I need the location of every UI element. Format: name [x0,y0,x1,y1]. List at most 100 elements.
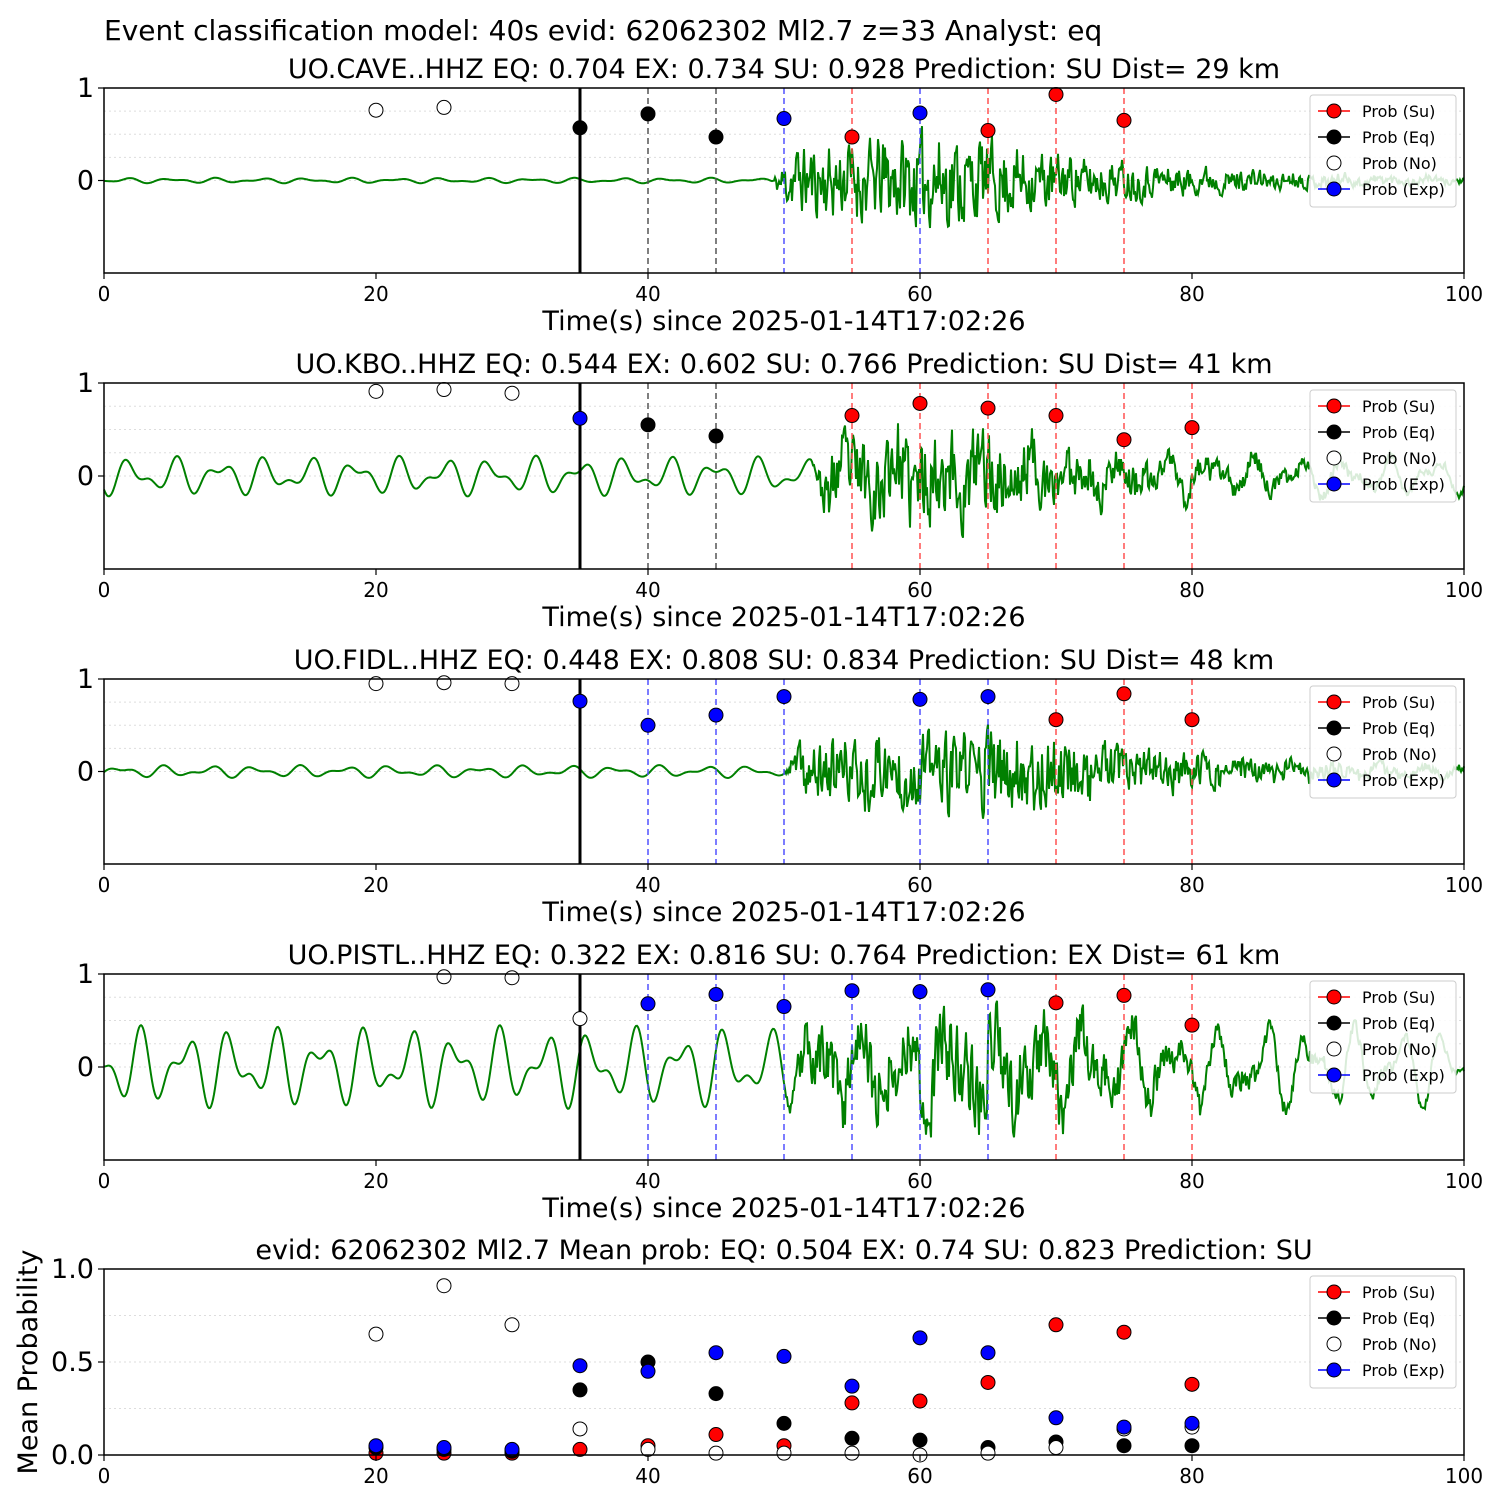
legend-marker-eq [1326,424,1342,440]
mean-prob-point-exp [1048,1410,1064,1426]
panel-3: UO.FIDL..HHZ EQ: 0.448 EX: 0.808 SU: 0.8… [77,645,1483,928]
mean-prob-point-su [912,1393,928,1409]
legend-label-exp: Prob (Exp) [1362,1361,1445,1380]
prob-point-exp [776,689,792,705]
prob-point-no [368,676,384,692]
prob-point-su [1048,995,1064,1011]
x-tick-label: 20 [363,1169,388,1193]
panel-title: UO.PISTL..HHZ EQ: 0.322 EX: 0.816 SU: 0.… [288,940,1281,971]
prob-point-eq [640,106,656,122]
prob-point-exp [980,689,996,705]
panel-5: evid: 62062302 Ml2.7 Mean prob: EQ: 0.50… [13,1235,1483,1488]
panel-title: UO.CAVE..HHZ EQ: 0.704 EX: 0.734 SU: 0.9… [288,54,1280,85]
prob-point-no [436,675,452,691]
x-tick-label: 80 [1179,282,1204,306]
figure-title: Event classification model: 40s evid: 62… [104,14,1102,47]
legend-label-eq: Prob (Eq) [1362,1309,1435,1328]
mean-prob-point-exp [368,1438,384,1454]
prob-point-eq [708,129,724,145]
mean-prob-point-no [504,1317,520,1333]
prob-point-exp [572,410,588,426]
x-tick-label: 0 [98,1169,111,1193]
mean-prob-point-exp [640,1363,656,1379]
legend-label-eq: Prob (Eq) [1362,423,1435,442]
x-tick-label: 100 [1445,578,1483,602]
prob-point-no [368,102,384,118]
x-tick-label: 60 [907,282,932,306]
prob-point-su [1116,987,1132,1003]
prob-point-no [436,99,452,115]
legend-marker-no [1326,1336,1342,1352]
legend-box [1309,389,1457,503]
y-tick-label: 1 [77,959,94,990]
mean-prob-point-no [436,1278,452,1294]
prob-point-exp [844,983,860,999]
x-tick-label: 80 [1179,873,1204,897]
legend-label-eq: Prob (Eq) [1362,128,1435,147]
legend-label-no: Prob (No) [1362,1040,1437,1059]
x-axis-label: Time(s) since 2025-01-14T17:02:26 [541,1193,1025,1224]
mean-prob-point-su [980,1374,996,1390]
prob-point-exp [640,996,656,1012]
x-tick-label: 80 [1179,1169,1204,1193]
x-tick-label: 40 [635,282,660,306]
prob-point-su [1048,712,1064,728]
mean-prob-point-exp [776,1348,792,1364]
y-tick-label: 0.5 [51,1347,94,1378]
mean-prob-point-eq [844,1430,860,1446]
prob-point-su [980,123,996,139]
legend-box [1309,980,1457,1094]
mean-prob-point-exp [980,1345,996,1361]
mean-prob-point-su [1184,1376,1200,1392]
prob-point-eq [708,428,724,444]
x-tick-label: 0 [98,578,111,602]
prob-point-exp [980,982,996,998]
prob-point-exp [572,693,588,709]
legend-label-exp: Prob (Exp) [1362,475,1445,494]
x-tick-label: 100 [1445,282,1483,306]
prob-point-exp [912,105,928,121]
prob-point-su [1048,86,1064,102]
legend-marker-eq [1326,1015,1342,1031]
legend-label-no: Prob (No) [1362,745,1437,764]
legend-marker-eq [1326,720,1342,736]
y-tick-label: 0 [77,461,94,492]
prob-point-su [1184,420,1200,436]
mean-prob-point-no [844,1445,860,1461]
mean-prob-point-su [844,1395,860,1411]
x-tick-label: 20 [363,282,388,306]
x-tick-label: 0 [98,282,111,306]
prob-point-no [504,385,520,401]
prob-point-su [912,395,928,411]
panel-title: UO.FIDL..HHZ EQ: 0.448 EX: 0.808 SU: 0.8… [294,645,1274,676]
panel-title: evid: 62062302 Ml2.7 Mean prob: EQ: 0.50… [255,1235,1312,1266]
legend-box [1309,94,1457,208]
x-tick-label: 0 [98,873,111,897]
prob-point-exp [776,999,792,1015]
mean-prob-point-no [368,1326,384,1342]
legend-label-no: Prob (No) [1362,154,1437,173]
prob-point-no [504,676,520,692]
legend-marker-su [1326,694,1342,710]
mean-prob-point-no [572,1421,588,1437]
legend-marker-su [1326,1284,1342,1300]
mean-prob-point-eq [1116,1438,1132,1454]
x-tick-label: 60 [907,1169,932,1193]
legend-marker-eq [1326,1310,1342,1326]
y-tick-label: 1 [77,664,94,695]
y-tick-label: 0 [77,1052,94,1083]
x-tick-label: 80 [1179,578,1204,602]
prob-point-no [436,382,452,398]
mean-prob-point-exp [504,1441,520,1457]
mean-prob-point-eq [708,1386,724,1402]
mean-prob-point-su [708,1427,724,1443]
x-tick-label: 20 [363,1464,388,1488]
mean-prob-point-eq [776,1415,792,1431]
y-tick-label: 1 [77,73,94,104]
mean-prob-point-no [776,1445,792,1461]
legend-marker-exp [1326,476,1342,492]
prob-point-su [844,408,860,424]
legend-label-exp: Prob (Exp) [1362,180,1445,199]
